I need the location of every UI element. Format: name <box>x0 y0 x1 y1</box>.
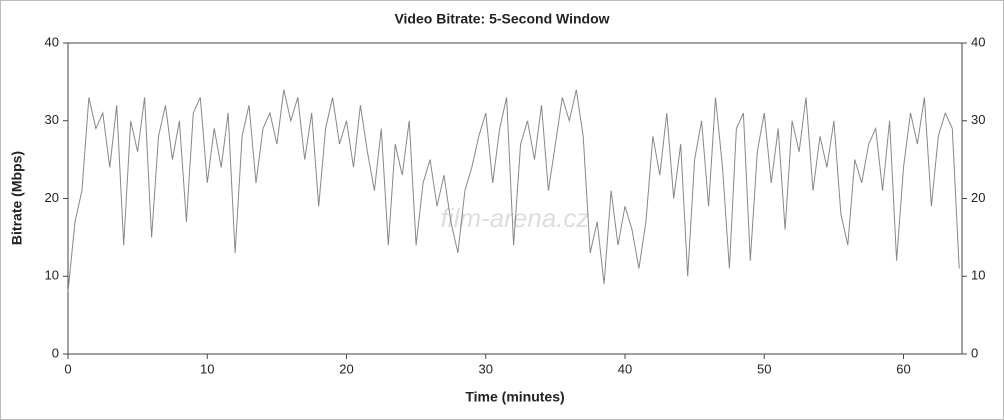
y-tick-label: 0 <box>52 345 59 360</box>
y-tick-label-right: 20 <box>971 190 985 205</box>
y-tick-label: 40 <box>45 34 59 49</box>
y-axis-label: Bitrate (Mbps) <box>9 151 25 245</box>
data-line <box>67 89 960 292</box>
x-tick-label: 10 <box>200 361 214 376</box>
y-tick-label-right: 40 <box>971 34 985 49</box>
y-tick-label: 20 <box>45 190 59 205</box>
x-axis-label: Time (minutes) <box>465 389 564 405</box>
x-tick-label: 0 <box>64 361 71 376</box>
y-tick-label-right: 0 <box>971 345 978 360</box>
chart-title: Video Bitrate: 5-Second Window <box>394 11 609 27</box>
y-tick-label: 10 <box>45 268 59 283</box>
y-tick-label-right: 10 <box>971 268 985 283</box>
x-tick-label: 30 <box>479 361 493 376</box>
y-tick-label-right: 30 <box>971 112 985 127</box>
x-tick-label: 20 <box>339 361 353 376</box>
x-tick-label: 40 <box>618 361 632 376</box>
y-tick-label: 30 <box>45 112 59 127</box>
x-tick-label: 60 <box>896 361 910 376</box>
x-tick-label: 50 <box>757 361 771 376</box>
